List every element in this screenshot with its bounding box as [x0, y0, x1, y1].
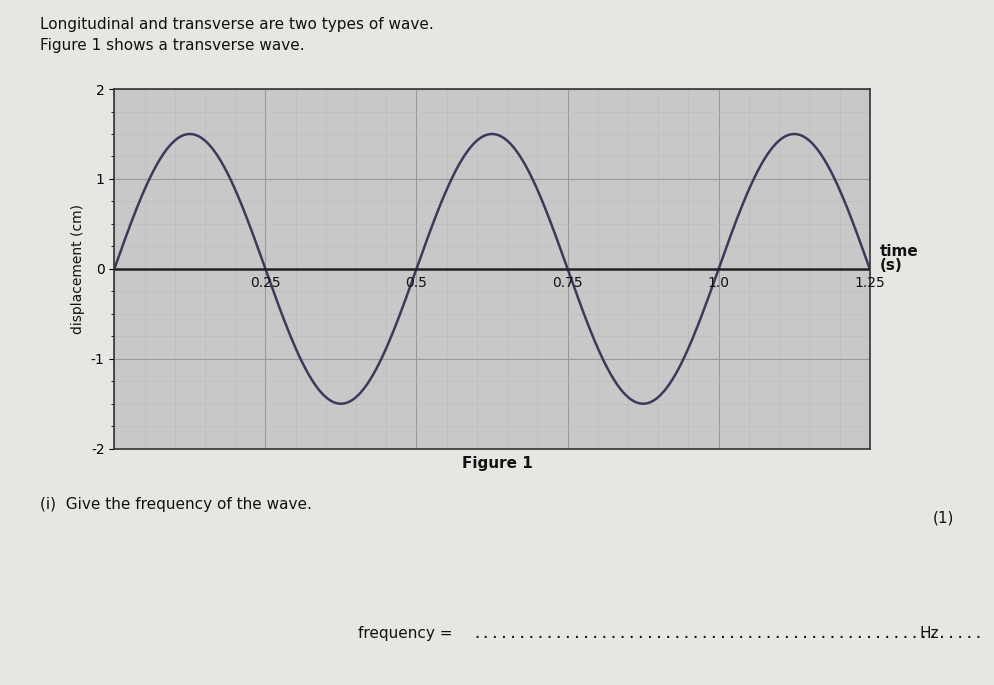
Text: Hz: Hz	[919, 626, 939, 641]
Text: 0.75: 0.75	[553, 276, 582, 290]
Text: time: time	[880, 245, 918, 259]
Text: 1.0: 1.0	[708, 276, 730, 290]
Text: Figure 1 shows a transverse wave.: Figure 1 shows a transverse wave.	[40, 38, 304, 53]
Text: Figure 1: Figure 1	[461, 456, 533, 471]
Text: (1): (1)	[932, 510, 954, 525]
Text: (i)  Give the frequency of the wave.: (i) Give the frequency of the wave.	[40, 497, 312, 512]
Text: Longitudinal and transverse are two types of wave.: Longitudinal and transverse are two type…	[40, 17, 433, 32]
Text: 0.25: 0.25	[250, 276, 280, 290]
Y-axis label: displacement (cm): displacement (cm)	[72, 204, 85, 334]
Text: 1.25: 1.25	[855, 276, 885, 290]
Text: (s): (s)	[880, 258, 903, 273]
Text: 0.5: 0.5	[406, 276, 427, 290]
Text: frequency =: frequency =	[358, 626, 457, 641]
Text: ........................................................: ........................................…	[472, 626, 983, 641]
